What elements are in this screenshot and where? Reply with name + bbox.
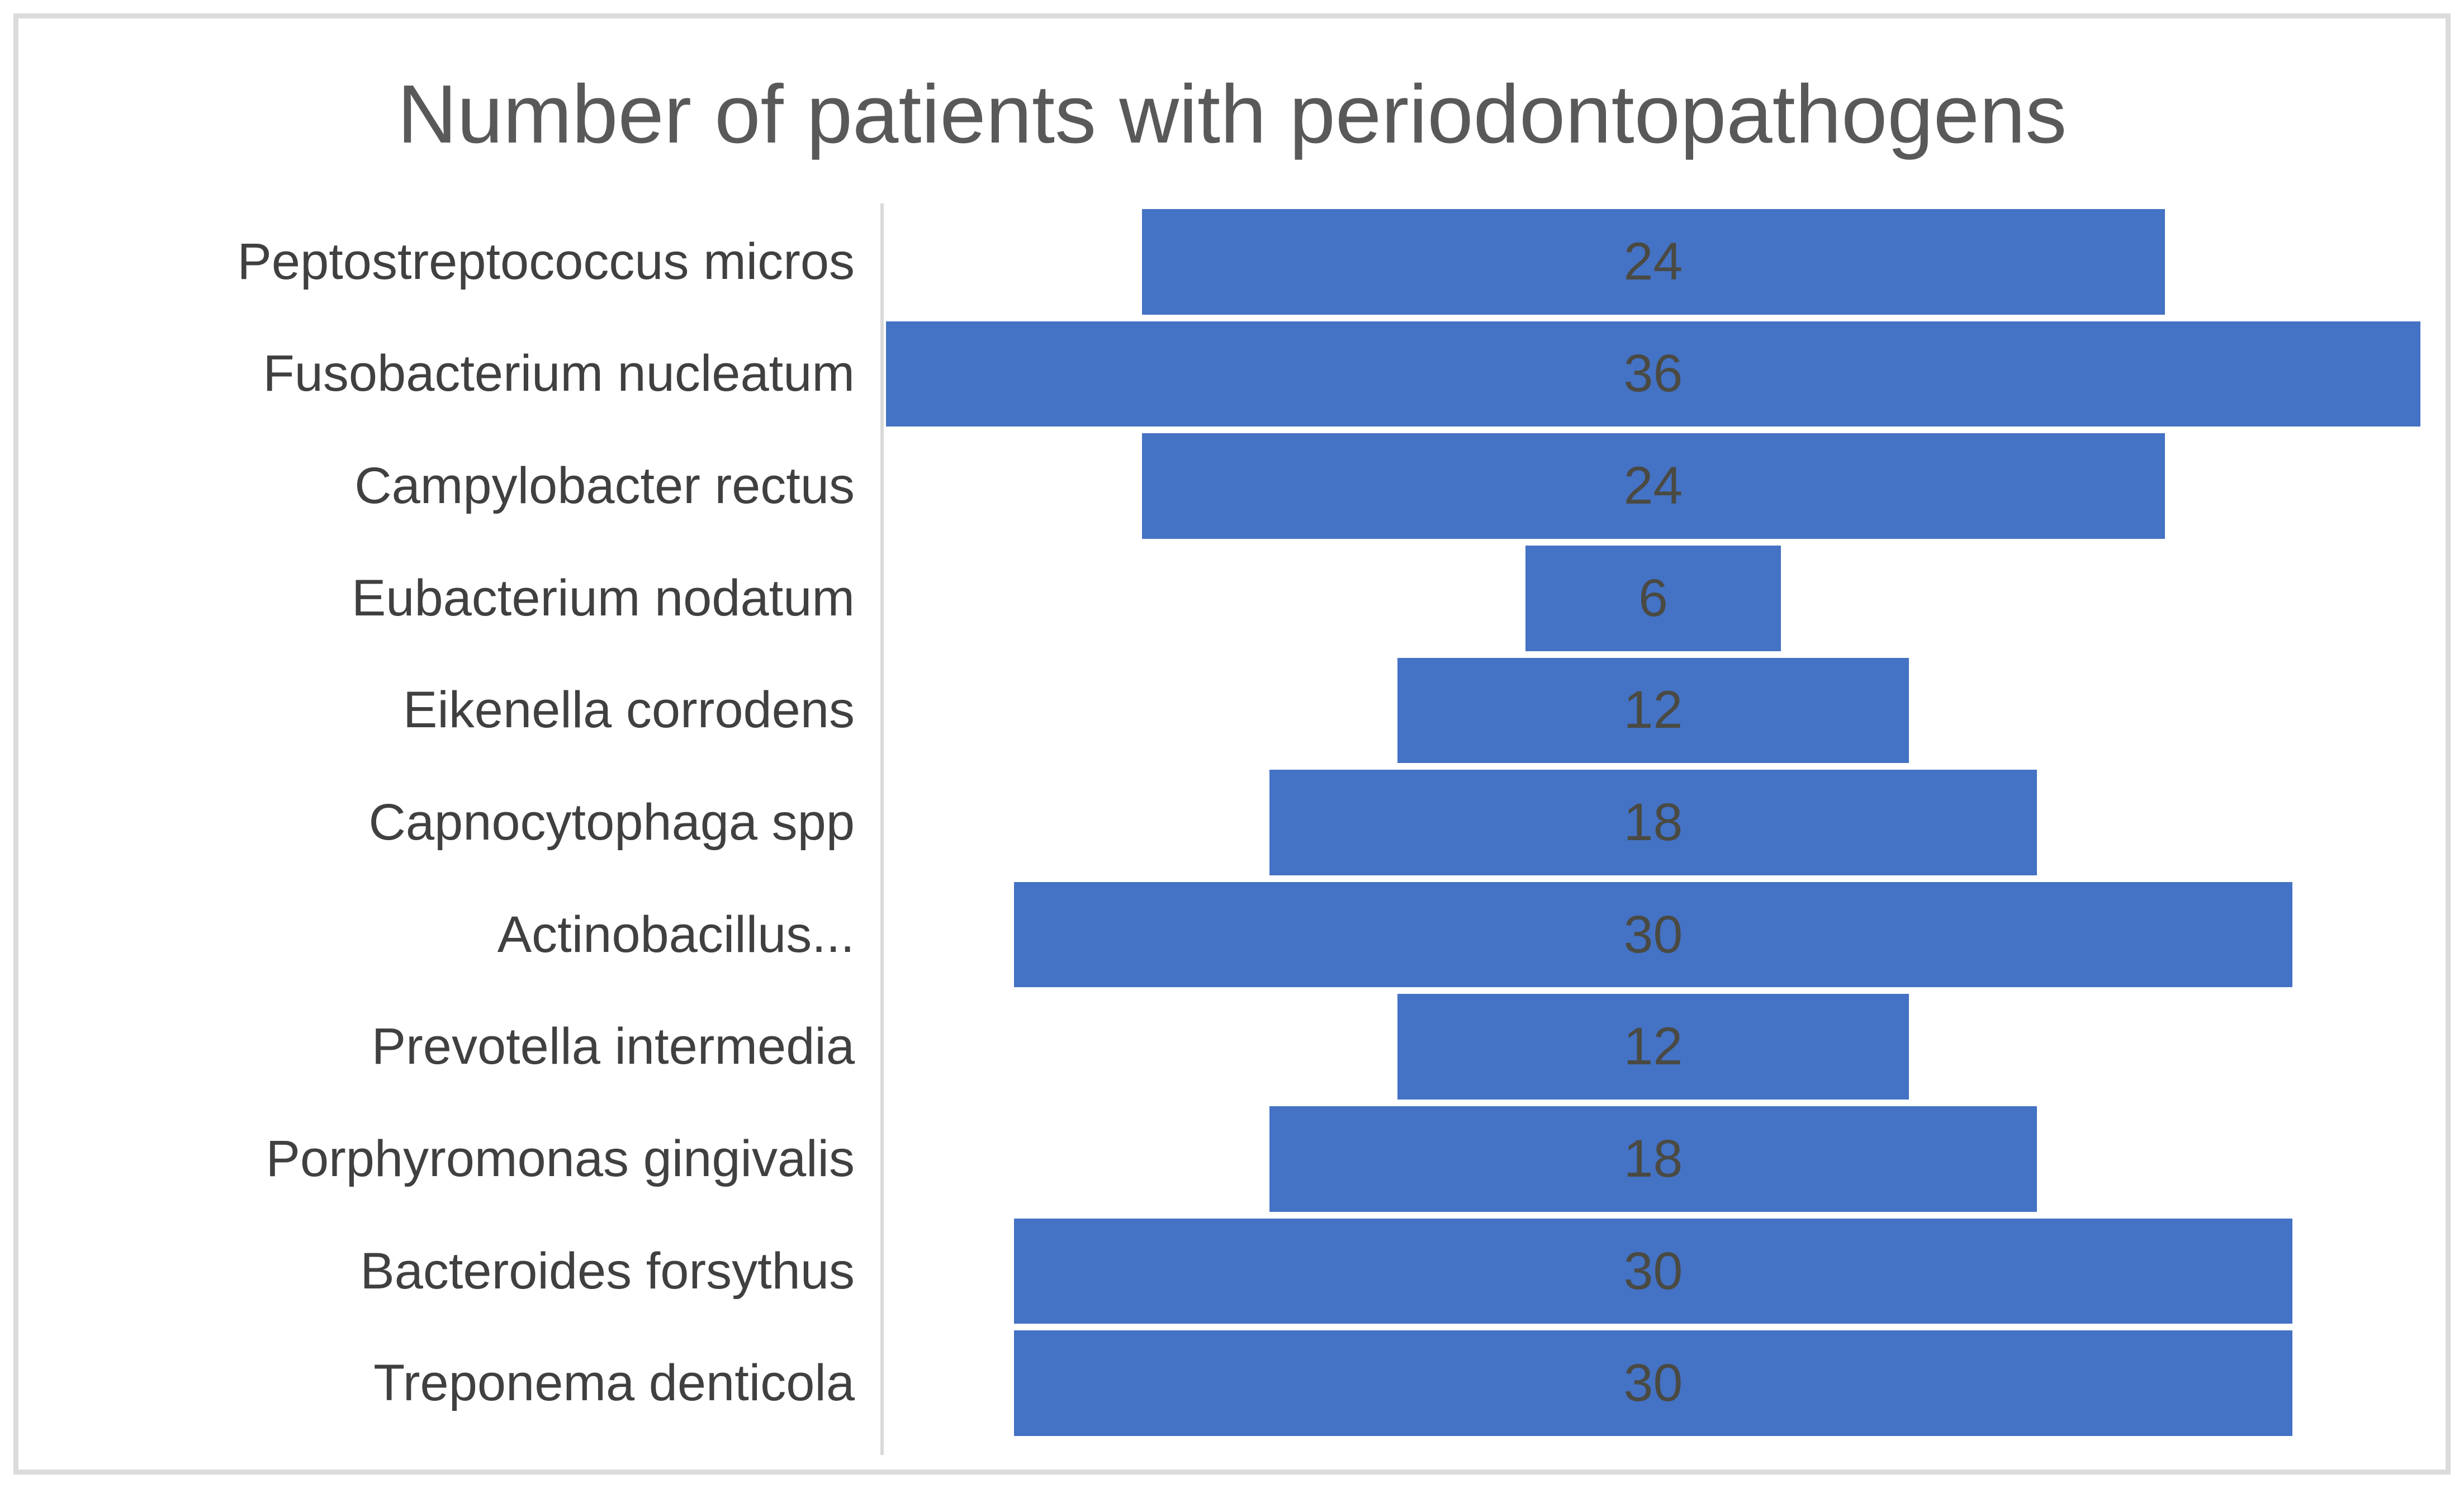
bar-track: 30 [880,1215,2426,1328]
chart-row: Peptostreptococcus micros 24 [45,206,2426,318]
funnel-bar: 12 [1397,994,1909,1100]
funnel-bar: 18 [1269,770,2037,875]
chart-row: Eubacterium nodatum 6 [45,542,2426,655]
category-label: Bacteroides forsythus [360,1242,855,1300]
bar-value-label: 30 [1623,1353,1683,1413]
bar-track: 12 [880,991,2426,1103]
chart-row: Campylobacter rectus 24 [45,430,2426,542]
bar-value-label: 24 [1623,231,1683,291]
bar-value-label: 6 [1638,568,1668,628]
bar-value-label: 12 [1623,1017,1683,1077]
funnel-bar: 18 [1269,1106,2037,1212]
chart-title: Number of patients with periodontopathog… [397,68,2067,160]
bar-value-label: 24 [1623,456,1683,516]
bar-track: 30 [880,879,2426,991]
bar-value-label: 18 [1623,1129,1683,1188]
bar-track: 24 [880,430,2426,542]
funnel-bar: 12 [1397,657,1909,764]
category-label: Campylobacter rectus [354,457,855,515]
category-axis-line [880,203,884,1455]
chart-row: Capnocytophaga spp 18 [45,766,2426,879]
bar-track: 6 [880,542,2426,655]
bar-value-label: 30 [1623,1241,1683,1301]
chart-row: Porphyromonas gingivalis 18 [45,1103,2426,1215]
chart-row: Bacteroides forsythus 30 [45,1215,2426,1328]
chart-row: Actinobacillus... 30 [45,879,2426,991]
bar-track: 12 [880,655,2426,767]
funnel-bar: 24 [1141,209,2165,315]
category-label: Eikenella corrodens [402,681,855,739]
bar-value-label: 36 [1623,344,1683,404]
funnel-bar: 24 [1141,433,2165,539]
category-label: Eubacterium nodatum [351,569,855,627]
category-label: Porphyromonas gingivalis [266,1130,855,1187]
chart-row: Prevotella intermedia 12 [45,991,2426,1103]
bar-track: 36 [880,318,2426,430]
chart-row: Eikenella corrodens 12 [45,655,2426,767]
bar-value-label: 12 [1623,680,1683,740]
category-label: Peptostreptococcus micros [237,233,855,290]
funnel-bar: 30 [1013,882,2293,988]
category-label: Prevotella intermedia [371,1018,855,1075]
bar-value-label: 18 [1623,793,1683,852]
bar-track: 18 [880,1103,2426,1215]
bar-value-label: 30 [1623,904,1683,964]
category-label: Capnocytophaga spp [368,794,855,851]
chart-row: Treponema denticola 30 [45,1327,2426,1439]
funnel-bar: 30 [1013,1218,2293,1324]
category-label: Actinobacillus... [497,906,855,963]
funnel-bar: 6 [1525,545,1781,651]
chart-row: Fusobacterium nucleatum 36 [45,318,2426,430]
funnel-bar: 30 [1013,1330,2293,1437]
funnel-bar: 36 [886,321,2420,427]
category-label: Fusobacterium nucleatum [263,345,855,402]
chart-rows: Peptostreptococcus micros 24 Fusobacterium… [45,206,2426,1439]
plot-area: Peptostreptococcus micros 24 Fusobacterium… [45,203,2426,1455]
bar-track: 18 [880,766,2426,879]
bar-track: 24 [880,206,2426,318]
bar-track: 30 [880,1327,2426,1439]
category-label: Treponema denticola [373,1354,855,1412]
